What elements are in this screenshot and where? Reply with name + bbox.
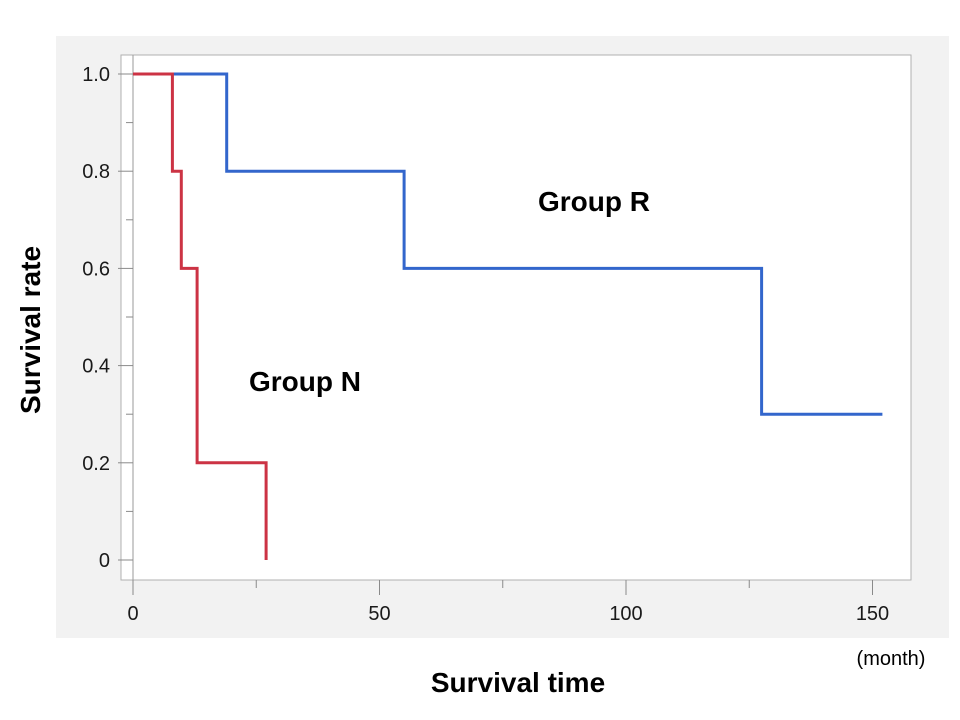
series-label-group-n: Group N bbox=[249, 366, 361, 397]
series-label-group-r: Group R bbox=[538, 186, 650, 217]
y-tick-label: 0.4 bbox=[82, 356, 110, 378]
series-layer bbox=[133, 72, 883, 560]
y-tick-label: 0.2 bbox=[82, 453, 110, 475]
y-axis-title: Survival rate bbox=[15, 246, 46, 414]
y-tick-label: 0.6 bbox=[82, 258, 110, 280]
axis-ticks: 0 0.2 0.4 0.6 0.8 1.0 0 50 100 150 bbox=[82, 64, 889, 625]
y-tick-label: 1.0 bbox=[82, 64, 110, 86]
plot-area bbox=[120, 54, 912, 581]
series-line-group-n bbox=[133, 72, 268, 560]
x-tick-label: 150 bbox=[856, 603, 889, 625]
y-tick-label: 0 bbox=[99, 550, 110, 572]
x-axis-unit: (month) bbox=[857, 648, 926, 670]
x-tick-label: 50 bbox=[368, 603, 390, 625]
x-axis-title: Survival time bbox=[431, 667, 605, 698]
y-tick-label: 0.8 bbox=[82, 161, 110, 183]
x-tick-label: 100 bbox=[609, 603, 642, 625]
series-line-group-r bbox=[133, 72, 883, 416]
x-tick-label: 0 bbox=[127, 603, 138, 625]
